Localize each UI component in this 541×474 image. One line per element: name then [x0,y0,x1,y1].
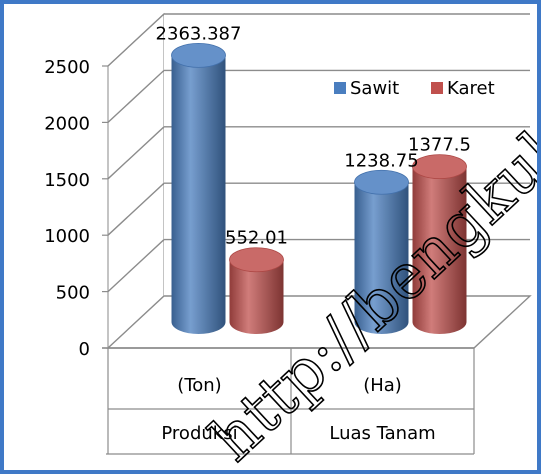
y-tick-label: 0 [79,339,90,360]
legend-swatch [334,82,346,94]
bar-karet-1 [412,154,467,334]
bar-karet-0 [229,247,284,334]
bar-sawit-0 [171,43,226,335]
bar-body [229,259,284,334]
bar-top [354,169,409,195]
category-label: (Ha) [363,375,402,396]
bar-body [171,55,226,335]
legend-label: Karet [447,78,495,99]
bar-body [412,166,467,334]
chart: 0 500 1000 1500 2000 2500 2363.387 552.01 1238.… [44,12,537,470]
y-tick-label: 2500 [44,57,90,78]
y-tick-label: 1000 [44,226,90,247]
data-label: 2363.387 [156,23,242,44]
bar-top [229,247,284,273]
y-tick-label: 2000 [44,113,90,134]
data-label: 552.01 [225,228,288,249]
side-wall [107,12,165,350]
legend-item-karet: Karet [431,78,495,99]
gridline [107,69,530,123]
bar-top [412,154,467,180]
bar-sawit-1 [354,169,409,334]
y-tick-label: 500 [56,283,90,304]
gridline [107,13,530,67]
data-label: 1377.5 [408,135,471,156]
legend-item-sawit: Sawit [334,78,399,99]
gridline [107,126,530,180]
bar-body [354,182,409,334]
legend-label: Sawit [350,78,399,99]
parent-category-label: Luas Tanam [329,423,435,444]
legend-swatch [431,82,443,94]
bar-top [171,43,226,68]
data-label: 1238.75 [344,150,418,171]
category-label: (Ton) [177,375,221,396]
y-tick-label: 1500 [44,170,90,191]
parent-category-label: Produksi [161,423,237,444]
